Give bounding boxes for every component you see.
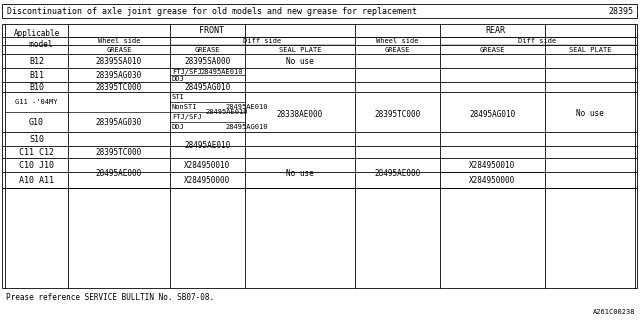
Text: 28495AE010: 28495AE010 (184, 140, 230, 149)
Text: X284950000: X284950000 (184, 175, 230, 185)
Text: 28395SA010: 28395SA010 (96, 57, 142, 66)
Text: B10: B10 (29, 83, 44, 92)
Text: 28495AG010: 28495AG010 (225, 124, 268, 130)
Text: GREASE: GREASE (480, 46, 505, 52)
Text: 28495AG010: 28495AG010 (184, 83, 230, 92)
Text: Diff side: Diff side (243, 38, 282, 44)
Text: 28395AG030: 28395AG030 (96, 70, 142, 79)
Text: 28495AE000: 28495AE000 (96, 169, 142, 178)
Bar (2, 24, 637, 288)
Text: Applicable
  model: Applicable model (13, 29, 60, 49)
Text: Prease reference SERVICE BULLTIN No. SB07-08.: Prease reference SERVICE BULLTIN No. SB0… (6, 293, 214, 302)
Text: DDJ: DDJ (172, 124, 185, 130)
Text: No use: No use (286, 169, 314, 178)
Text: FTJ/SFJ: FTJ/SFJ (172, 68, 202, 75)
Text: A261C00238: A261C00238 (593, 309, 635, 315)
Text: G10: G10 (29, 117, 44, 126)
Text: 28495AE000: 28495AE000 (374, 169, 420, 178)
Text: DDJ: DDJ (172, 76, 185, 82)
Text: 28395SA000: 28395SA000 (184, 57, 230, 66)
Text: FRONT: FRONT (199, 26, 224, 35)
Text: STI: STI (172, 94, 185, 100)
Text: 28395TC000: 28395TC000 (96, 83, 142, 92)
Text: 28495AG010: 28495AG010 (469, 109, 516, 118)
Text: 28495AE010: 28495AE010 (225, 104, 268, 110)
Text: C10 J10: C10 J10 (19, 161, 54, 170)
Text: G11 -'04MY: G11 -'04MY (15, 99, 58, 105)
Text: GREASE: GREASE (385, 46, 410, 52)
Text: S10: S10 (29, 134, 44, 143)
Text: X284950010: X284950010 (469, 161, 516, 170)
Text: SEAL PLATE: SEAL PLATE (279, 46, 321, 52)
Text: Diff side: Diff side (518, 38, 557, 44)
Text: No use: No use (286, 57, 314, 66)
Text: Wheel side: Wheel side (376, 38, 419, 44)
Text: 28338AE000: 28338AE000 (277, 109, 323, 118)
Text: NonSTI: NonSTI (172, 104, 198, 110)
Text: B12: B12 (29, 57, 44, 66)
Text: X284950000: X284950000 (469, 175, 516, 185)
Text: FTJ/SFJ: FTJ/SFJ (172, 114, 202, 120)
Text: SEAL PLATE: SEAL PLATE (569, 46, 611, 52)
Text: C11 C12: C11 C12 (19, 148, 54, 156)
Text: 28395TC000: 28395TC000 (96, 148, 142, 156)
Bar (2, 4, 637, 18)
Text: GREASE: GREASE (195, 46, 220, 52)
Text: B11: B11 (29, 70, 44, 79)
Text: 28495AE010: 28495AE010 (200, 68, 243, 75)
Text: Discontinuation of axle joint grease for old models and new grease for replaceme: Discontinuation of axle joint grease for… (7, 6, 417, 15)
Text: 28395: 28395 (608, 6, 633, 15)
Text: 28395TC000: 28395TC000 (374, 109, 420, 118)
Text: 28495AE010: 28495AE010 (205, 109, 248, 115)
Text: X284950010: X284950010 (184, 161, 230, 170)
Text: GREASE: GREASE (106, 46, 132, 52)
Text: 28395AG030: 28395AG030 (96, 117, 142, 126)
Text: A10 A11: A10 A11 (19, 175, 54, 185)
Text: REAR: REAR (485, 26, 505, 35)
Text: No use: No use (576, 108, 604, 117)
Text: Wheel side: Wheel side (98, 38, 140, 44)
